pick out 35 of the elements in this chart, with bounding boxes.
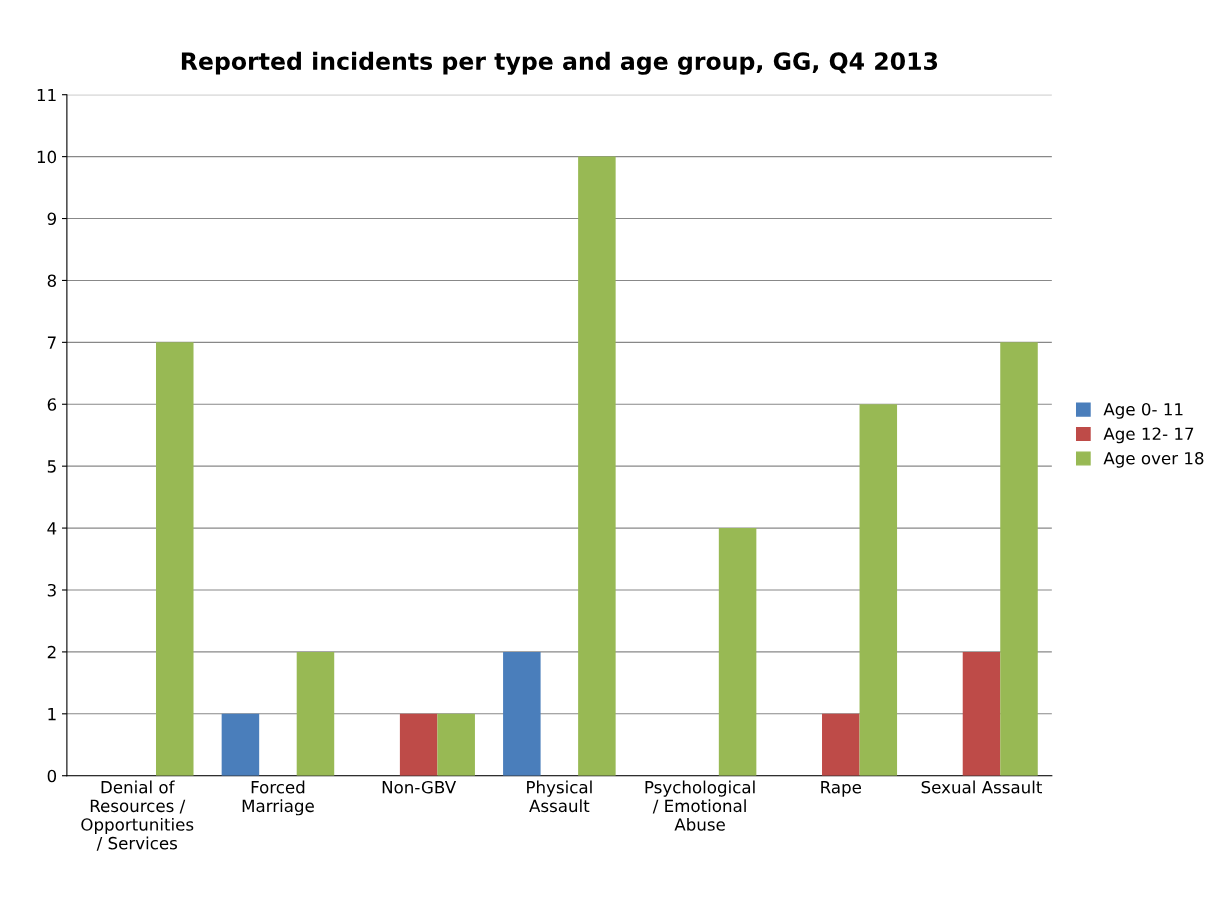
x-tick-label: Physical Assault <box>527 780 592 813</box>
x-tick-label: Sexual Assault <box>921 780 1042 794</box>
y-tick-label: 8 <box>47 274 57 288</box>
bar <box>156 342 194 776</box>
bar <box>578 156 616 776</box>
bar <box>1000 342 1038 776</box>
x-tick-label: Non-GBV <box>382 780 457 794</box>
bar <box>718 528 757 776</box>
x-tick-label: Forced Marriage <box>242 780 314 816</box>
x-tick-label: Rape <box>821 781 862 797</box>
bar <box>296 651 335 776</box>
legend-label: Age 0- 11 <box>1103 402 1183 419</box>
y-tick-label: 4 <box>47 522 57 535</box>
bar <box>221 713 260 776</box>
bar <box>859 404 898 776</box>
y-tick-label: 3 <box>47 583 56 597</box>
y-tick-label: 6 <box>47 398 57 411</box>
x-tick-label: Psychological / Emotional Abuse <box>645 780 755 831</box>
y-tick-label: 11 <box>37 88 56 102</box>
y-tick-label: 10 <box>37 150 57 164</box>
x-tick-label: Denial of Resources / Opportunities / Services <box>81 780 194 851</box>
y-tick-label: 0 <box>47 769 57 783</box>
bar <box>962 651 1001 776</box>
legend-label: Age 12- 17 <box>1103 427 1194 444</box>
bar <box>822 713 860 776</box>
y-tick-label: 2 <box>47 645 56 659</box>
bar <box>437 713 475 776</box>
bar <box>503 651 541 776</box>
y-tick-label: 5 <box>47 460 56 473</box>
legend-label: Age over 18 <box>1103 451 1204 468</box>
chart-title: Reported incidents per type and age group, GG, Q4 2013 <box>181 51 938 75</box>
y-tick-label: 7 <box>47 336 56 349</box>
bar <box>399 713 438 776</box>
y-tick-label: 9 <box>47 212 56 226</box>
y-tick-label: 1 <box>48 707 56 721</box>
